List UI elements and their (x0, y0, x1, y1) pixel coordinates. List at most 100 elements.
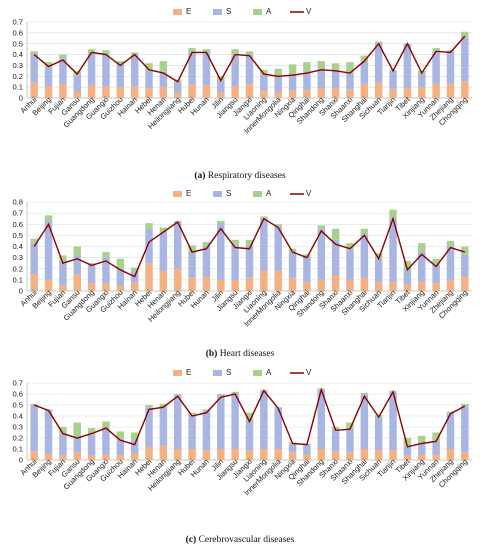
bar-a (461, 403, 469, 407)
bar-a (317, 225, 326, 229)
legend-swatch-a (253, 191, 262, 197)
bar-e (44, 86, 53, 98)
bar-s (331, 429, 340, 452)
bar-a (87, 49, 96, 54)
bar-e (145, 88, 153, 98)
y-tick-label: 0.6 (12, 390, 23, 399)
bar-s (288, 252, 297, 278)
panel-respiratory: 00.10.20.30.40.50.60.7AnhuiBeijingFujian… (12, 7, 472, 181)
bar-e (288, 452, 297, 460)
bar-s (346, 249, 354, 280)
bar-e (44, 453, 53, 460)
y-tick-label: 0.2 (12, 72, 23, 81)
bar-a (418, 435, 426, 444)
bar-s (389, 70, 397, 90)
bar-a (331, 228, 340, 240)
bar-e (317, 88, 326, 98)
bar-s (44, 220, 53, 280)
bar-a (159, 61, 168, 72)
bar-s (145, 407, 153, 447)
bar-s (432, 52, 440, 84)
bar-s (303, 443, 311, 455)
y-tick-label: 0.6 (12, 220, 23, 229)
bar-a (217, 76, 225, 81)
bar-s (461, 37, 469, 82)
bar-e (288, 277, 297, 291)
bar-e (145, 446, 153, 460)
bar-s (260, 390, 268, 449)
bar-e (432, 83, 440, 98)
bar-e (231, 449, 239, 460)
legend-label-s: S (226, 7, 231, 16)
bar-e (188, 449, 196, 460)
bar-a (130, 267, 139, 271)
bar-a (360, 55, 369, 62)
bar-s (217, 224, 225, 280)
bar-e (59, 285, 67, 291)
bar-a (202, 242, 211, 247)
bar-e (432, 283, 440, 291)
bar-e (102, 283, 110, 291)
bar-a (202, 409, 211, 411)
bar-a (260, 216, 268, 219)
bar-s (461, 406, 469, 453)
bar-e (461, 81, 469, 98)
bar-e (59, 455, 67, 460)
bar-e (288, 90, 297, 98)
bar-a (331, 63, 340, 71)
bar-s (73, 438, 81, 453)
bar-e (331, 451, 340, 460)
bar-s (374, 258, 383, 283)
bar-a (159, 403, 168, 408)
bar-s (145, 228, 153, 264)
bar-s (44, 66, 53, 87)
bar-e (317, 449, 326, 460)
bar-a (159, 227, 168, 233)
bar-a (446, 411, 455, 414)
bar-a (231, 391, 239, 394)
bar-e (403, 455, 412, 460)
bar-s (73, 255, 81, 275)
bar-s (87, 53, 96, 85)
bar-a (87, 263, 96, 266)
bar-s (116, 439, 125, 456)
panel-heart: 00.10.20.30.40.50.60.70.8AnhuiBeijingFuj… (12, 189, 472, 359)
legend-label-a: A (266, 7, 272, 16)
caption-label: (a) (194, 170, 205, 181)
bar-a (461, 246, 469, 255)
bar-e (217, 449, 225, 460)
series-line-v (33, 216, 466, 278)
bar-a (288, 64, 297, 76)
series-line-v (33, 35, 466, 83)
bar-e (331, 275, 340, 291)
bar-a (44, 215, 53, 221)
bar-s (418, 252, 426, 283)
bar-s (87, 434, 96, 456)
bar-e (231, 279, 239, 291)
bar-s (217, 80, 225, 93)
bar-s (360, 234, 369, 278)
bar-e (159, 270, 168, 291)
bar-e (87, 84, 96, 98)
bar-a (346, 62, 354, 74)
bar-e (346, 279, 354, 291)
bar-a (374, 253, 383, 259)
bar-e (403, 88, 412, 98)
bar-e (461, 276, 469, 291)
bar-e (331, 88, 340, 98)
bar-e (202, 450, 211, 460)
bar-s (446, 246, 455, 280)
bar-s (403, 43, 412, 89)
caption-label: (c) (186, 534, 197, 545)
bar-e (432, 454, 440, 460)
bar-a (245, 412, 254, 420)
legend-label-e: E (186, 189, 191, 198)
bar-e (30, 451, 38, 460)
bar-s (30, 405, 38, 452)
bar-s (317, 228, 326, 280)
bar-e (159, 445, 168, 460)
y-tick-label: 0.3 (12, 253, 23, 262)
y-tick-label: 0.7 (12, 379, 23, 388)
